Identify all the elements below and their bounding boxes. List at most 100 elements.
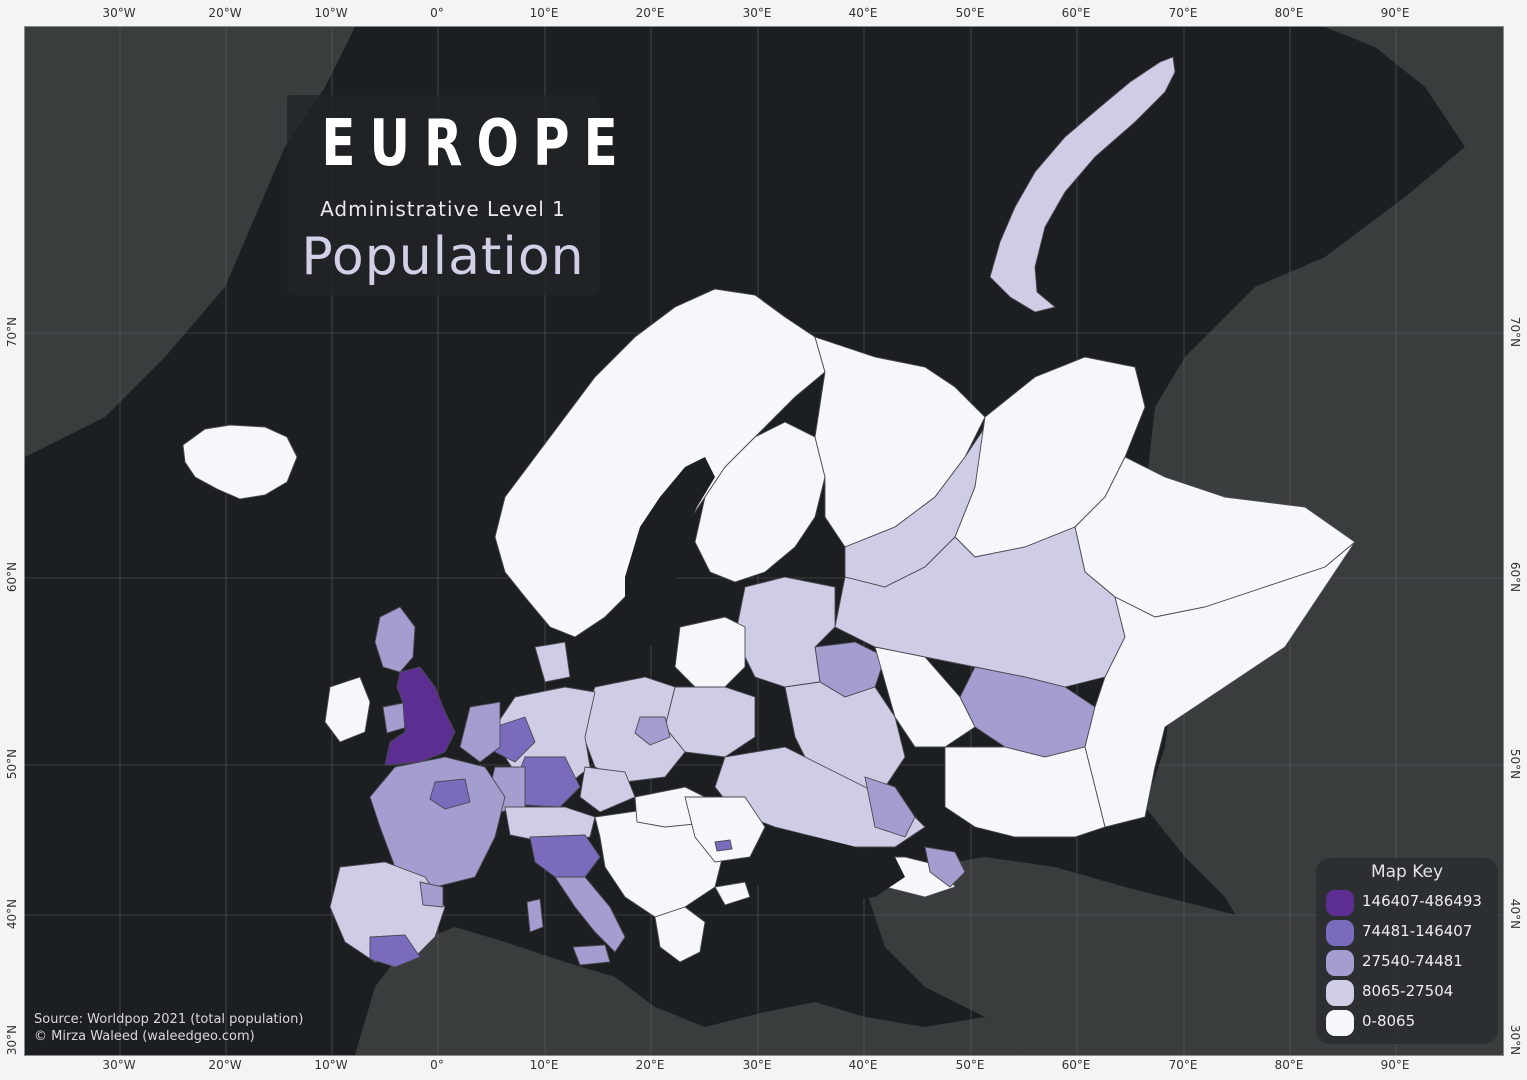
lon-tick-top: 70°E xyxy=(1168,6,1198,20)
lon-tick-bottom: 60°E xyxy=(1061,1058,1091,1072)
lat-tick-left: 50°N xyxy=(5,748,19,780)
region-norway-sweden xyxy=(494,288,826,638)
region-iceland xyxy=(182,424,298,500)
region-sardinia xyxy=(526,898,544,933)
legend-swatch xyxy=(1326,950,1354,976)
lon-tick-bottom: 80°E xyxy=(1274,1058,1304,1072)
region-france xyxy=(369,756,506,888)
middle-east-landmass xyxy=(865,857,1325,1055)
region-benelux xyxy=(459,701,501,763)
region-russia-belt-3 xyxy=(874,646,976,748)
lon-tick-top: 20°W xyxy=(208,6,242,20)
region-alps xyxy=(504,806,596,843)
region-sicily xyxy=(572,944,611,966)
lat-tick-left: 60°N xyxy=(5,561,19,593)
region-ukraine-east xyxy=(864,776,916,838)
map-canvas[interactable] xyxy=(24,26,1504,1056)
lon-tick-top: 80°E xyxy=(1274,6,1304,20)
lat-tick-left: 40°N xyxy=(5,898,19,930)
lon-tick-bottom: 0° xyxy=(430,1058,444,1072)
region-poland xyxy=(579,676,686,783)
region-italy xyxy=(554,876,626,953)
lon-tick-bottom: 70°E xyxy=(1168,1058,1198,1072)
lat-tick-right: 40°N xyxy=(1508,898,1522,930)
region-russia-south xyxy=(944,746,1106,838)
legend-swatch xyxy=(1326,920,1354,946)
legend-item: 0-8065 xyxy=(1326,1010,1496,1036)
lat-tick-right: 30°N xyxy=(1508,1024,1522,1056)
region-scotland xyxy=(374,606,416,673)
region-russia-east xyxy=(1084,541,1356,828)
legend-label: 27540-74481 xyxy=(1362,952,1463,970)
region-baltics xyxy=(674,616,746,688)
region-iberia xyxy=(329,861,446,963)
region-czech xyxy=(579,766,636,813)
map-subtitle: Administrative Level 1 xyxy=(320,197,566,221)
region-finland xyxy=(694,421,826,583)
region-catalonia xyxy=(419,881,444,908)
lon-tick-top: 60°E xyxy=(1061,6,1091,20)
lon-tick-top: 10°E xyxy=(529,6,559,20)
lat-tick-right: 50°N xyxy=(1508,748,1522,780)
regions xyxy=(182,56,1356,968)
lon-tick-bottom: 90°E xyxy=(1380,1058,1410,1072)
map-title: EUROPE xyxy=(321,107,632,181)
lon-tick-bottom: 20°E xyxy=(635,1058,665,1072)
legend-title: Map Key xyxy=(1370,862,1444,882)
map-legend: Map Key 146407-486493 74481-146407 27540… xyxy=(1316,858,1498,1044)
region-turkey-thrace xyxy=(714,881,751,906)
map-svg xyxy=(25,27,1503,1055)
legend-label: 74481-146407 xyxy=(1362,922,1473,940)
legend-swatch xyxy=(1326,980,1354,1006)
lon-tick-bottom: 10°E xyxy=(529,1058,559,1072)
source-credit: Source: Worldpop 2021 (total population)… xyxy=(34,1011,303,1045)
legend-item: 27540-74481 xyxy=(1326,950,1496,976)
lon-tick-bottom: 50°E xyxy=(955,1058,985,1072)
africa-landmass xyxy=(355,927,1025,1055)
legend-swatch xyxy=(1326,1010,1354,1036)
region-romania xyxy=(684,796,766,863)
legend-item: 146407-486493 xyxy=(1326,890,1496,916)
lon-tick-top: 50°E xyxy=(955,6,985,20)
legend-item: 8065-27504 xyxy=(1326,980,1496,1006)
map-topic: Population xyxy=(301,227,585,287)
lat-tick-right: 70°N xyxy=(1508,316,1522,348)
lon-tick-top: 30°E xyxy=(742,6,772,20)
region-novaya-zemlya xyxy=(989,56,1176,313)
legend-item: 74481-146407 xyxy=(1326,920,1496,946)
region-ile-de-france xyxy=(429,778,471,810)
lon-tick-bottom: 30°W xyxy=(102,1058,136,1072)
legend-swatch xyxy=(1326,890,1354,916)
region-england xyxy=(384,666,456,766)
lon-tick-top: 30°W xyxy=(102,6,136,20)
region-poland-mazowieckie xyxy=(634,716,671,746)
title-panel: EUROPE Administrative Level 1 Population xyxy=(287,95,632,295)
region-andalusia xyxy=(369,934,421,968)
lon-tick-bottom: 20°W xyxy=(208,1058,242,1072)
region-krasnodar xyxy=(924,846,966,888)
region-ireland xyxy=(324,676,371,743)
lat-tick-right: 60°N xyxy=(1508,561,1522,593)
legend-label: 0-8065 xyxy=(1362,1012,1416,1030)
region-bucharest xyxy=(714,839,733,852)
lon-tick-top: 40°E xyxy=(848,6,878,20)
lon-tick-bottom: 40°E xyxy=(848,1058,878,1072)
lon-tick-top: 20°E xyxy=(635,6,665,20)
lon-tick-top: 90°E xyxy=(1380,6,1410,20)
legend-label: 146407-486493 xyxy=(1362,892,1482,910)
greenland-landmass xyxy=(25,27,355,457)
region-greece xyxy=(654,906,706,963)
legend-label: 8065-27504 xyxy=(1362,982,1454,1000)
lon-tick-bottom: 10°W xyxy=(314,1058,348,1072)
lon-tick-top: 0° xyxy=(430,6,444,20)
source-line: Source: Worldpop 2021 (total population) xyxy=(34,1012,304,1027)
lon-tick-top: 10°W xyxy=(314,6,348,20)
lat-tick-left: 30°N xyxy=(5,1024,19,1056)
region-denmark xyxy=(534,641,571,683)
region-italy-north xyxy=(529,834,601,878)
lat-tick-left: 70°N xyxy=(5,316,19,348)
baltic-sea xyxy=(625,457,715,647)
black-sea xyxy=(740,837,905,902)
lon-tick-bottom: 30°E xyxy=(742,1058,772,1072)
